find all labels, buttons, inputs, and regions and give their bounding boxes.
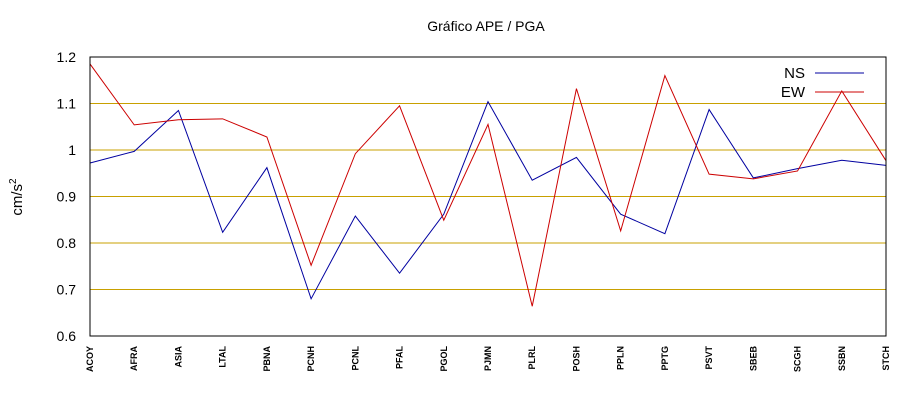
y-axis-label-text: cm/s [9, 184, 26, 216]
y-tick-label: 1.2 [57, 49, 77, 65]
x-tick-label: AFRA [129, 346, 139, 371]
x-tick-label: ASIA [173, 346, 183, 368]
legend: NS EW [781, 65, 864, 101]
x-tick-label: SSBN [837, 346, 847, 371]
y-tick-label: 1 [68, 142, 76, 158]
y-tick-label: 0.9 [57, 189, 77, 205]
x-tick-label: ACOY [85, 346, 95, 372]
x-tick-label: PBNA [262, 346, 272, 372]
gridlines [90, 103, 886, 290]
series-lines [89, 63, 887, 307]
chart-title: Gráfico APE / PGA [427, 18, 545, 34]
x-axis-ticks: ACOY AFRA ASIA LTAL PBNA PCNH PCNL PFAL PGOL PJMN… [85, 345, 891, 372]
x-tick-label: SCGH [793, 346, 803, 372]
y-tick-label: 0.6 [57, 328, 77, 344]
x-tick-label: PSVT [704, 346, 714, 370]
y-tick-label: 1.1 [57, 96, 77, 112]
x-tick-label: STCH [881, 346, 891, 371]
x-tick-label: PCNH [306, 346, 316, 372]
x-tick-label: SBEB [748, 346, 758, 372]
y-tick-label: 0.7 [57, 282, 77, 298]
series-line-ew [89, 63, 887, 307]
x-tick-label: POSH [571, 346, 581, 372]
y-axis-label-superscript: 2 [8, 178, 19, 184]
legend-label-ew: EW [781, 84, 806, 101]
x-tick-label: PGOL [439, 346, 449, 372]
x-tick-label: PLRL [527, 346, 537, 370]
x-tick-label: PPTG [660, 346, 670, 371]
legend-label-ns: NS [784, 65, 805, 82]
series-line-ns [89, 100, 887, 301]
x-tick-label: PPLN [616, 346, 626, 370]
x-tick-label: PFAL [395, 346, 405, 370]
x-tick-label: PCNL [350, 345, 360, 370]
x-tick-label: PJMN [483, 346, 493, 371]
y-axis-ticks: 0.6 0.7 0.8 0.9 1 1.1 1.2 [57, 49, 77, 344]
plot-frame [89, 56, 887, 337]
x-tick-label: LTAL [218, 345, 228, 367]
y-axis-label: cm/s2 [8, 178, 26, 216]
y-tick-label: 0.8 [57, 235, 77, 251]
